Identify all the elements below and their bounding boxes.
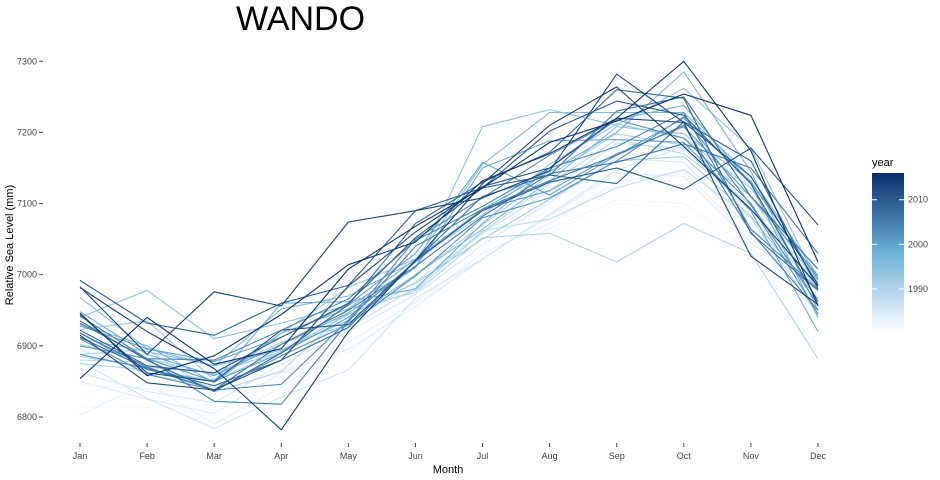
series-line (79, 119, 819, 391)
x-tick-label: Nov (743, 451, 760, 461)
x-tick-label: Dec (810, 451, 827, 461)
series-line (79, 143, 819, 391)
x-tick-label: May (340, 451, 358, 461)
legend-colorbar (872, 173, 904, 329)
series-line (79, 116, 819, 391)
series-line (79, 222, 819, 393)
legend-ticks: 1990 2000 2010 (872, 195, 928, 294)
chart-title: WANDO (236, 0, 365, 38)
series-line (79, 117, 819, 363)
series-line (79, 121, 819, 336)
series-line (79, 123, 819, 381)
series-lines (79, 60, 819, 431)
series-line (79, 86, 819, 431)
series-line (79, 117, 819, 391)
series-line (79, 73, 819, 355)
x-tick-label: Jul (477, 451, 489, 461)
x-tick-label: Aug (542, 451, 558, 461)
series-line (79, 157, 819, 404)
series-line (79, 202, 819, 409)
series-line (79, 93, 819, 380)
legend-tick-label: 2000 (908, 239, 928, 249)
y-tick-label: 7100 (17, 199, 37, 209)
series-line (79, 87, 819, 340)
x-tick-label: Apr (274, 451, 288, 461)
series-line (79, 89, 819, 392)
x-axis: Jan Feb Mar Apr May Jun Jul Aug Sep Oct Nov Dec (73, 443, 827, 461)
y-axis: 6800 6900 7000 7100 7200 7300 (17, 56, 43, 422)
x-tick-label: Jun (408, 451, 423, 461)
y-tick-label: 6900 (17, 341, 37, 351)
x-tick-label: Sep (609, 451, 625, 461)
y-tick-label: 6800 (17, 412, 37, 422)
y-tick-label: 7000 (17, 270, 37, 280)
legend-tick-label: 1990 (908, 284, 928, 294)
series-line (79, 147, 819, 382)
series-line (79, 60, 819, 377)
y-axis-label: Relative Sea Level (mm) (4, 185, 16, 305)
legend-tick-label: 2010 (908, 195, 928, 205)
x-axis-label: Month (433, 464, 464, 476)
legend-title: year (872, 157, 894, 169)
y-tick-label: 7200 (17, 127, 37, 137)
series-line (79, 172, 819, 414)
x-tick-label: Oct (677, 451, 692, 461)
series-line (79, 199, 819, 395)
series-line (79, 96, 819, 387)
series-line (79, 71, 819, 384)
y-tick-label: 7300 (17, 56, 37, 66)
color-legend: year 1990 2000 2010 (872, 157, 928, 329)
x-tick-label: Mar (206, 451, 222, 461)
x-tick-label: Jan (73, 451, 88, 461)
series-line (79, 100, 819, 374)
series-line (79, 126, 819, 382)
x-tick-label: Feb (139, 451, 155, 461)
